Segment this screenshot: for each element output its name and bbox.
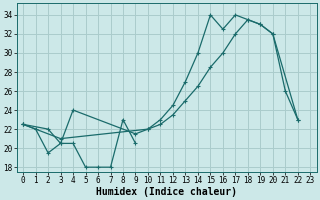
X-axis label: Humidex (Indice chaleur): Humidex (Indice chaleur)	[96, 186, 237, 197]
